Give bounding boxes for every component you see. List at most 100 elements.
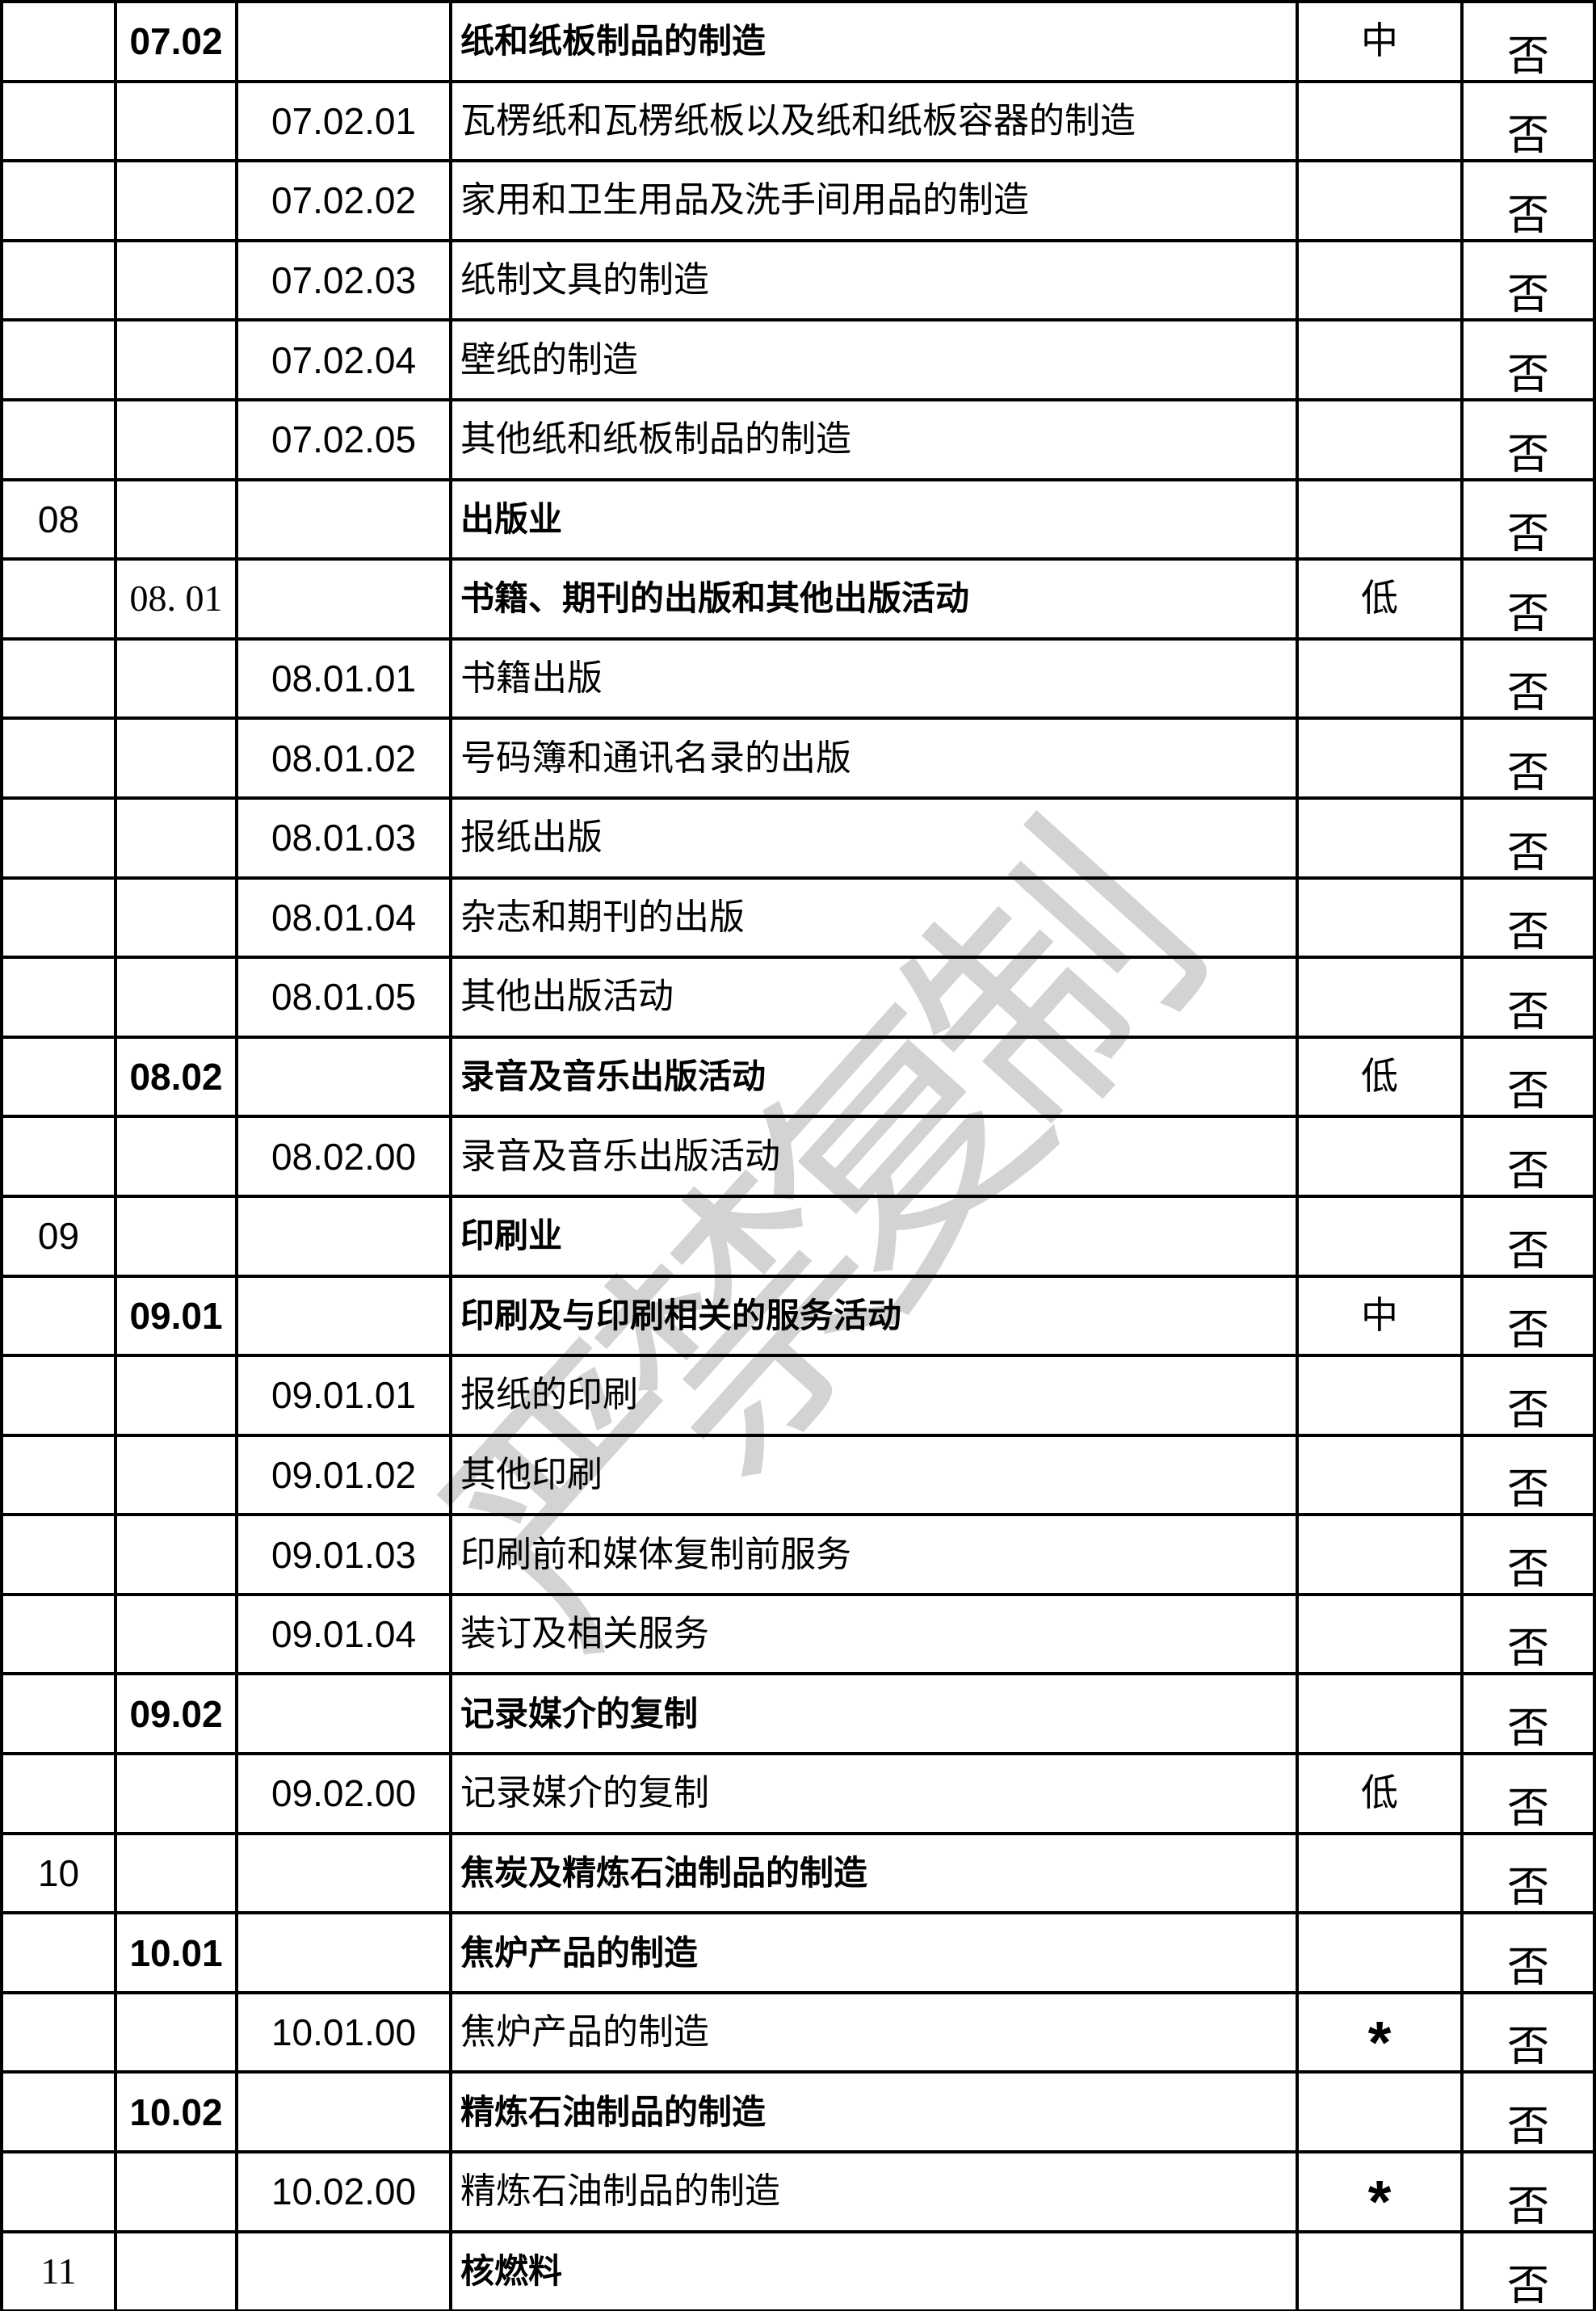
- cell-code-level2: [117, 1197, 238, 1278]
- cell-code-level1: 11: [3, 2233, 117, 2311]
- cell-description: 出版业: [452, 481, 1299, 561]
- cell-answer: 否: [1464, 162, 1596, 242]
- cell-answer: 否: [1464, 1277, 1596, 1358]
- cell-code-level1: [3, 82, 117, 163]
- cell-description: 其他纸和纸板制品的制造: [452, 401, 1299, 481]
- cell-risk-level: 低: [1299, 1755, 1464, 1835]
- cell-description: 报纸的印刷: [452, 1357, 1299, 1437]
- cell-code-level3: 07.02.03: [238, 242, 452, 322]
- cell-description: 焦炉产品的制造: [452, 1914, 1299, 1994]
- cell-code-level1: [3, 799, 117, 880]
- cell-risk-level: [1299, 959, 1464, 1039]
- cell-answer: 否: [1464, 879, 1596, 960]
- cell-code-level2: 08. 01: [117, 561, 238, 641]
- cell-code-level2: [117, 1436, 238, 1517]
- cell-description: 录音及音乐出版活动: [452, 1038, 1299, 1119]
- cell-answer: 否: [1464, 1914, 1596, 1994]
- cell-code-level2: 10.01: [117, 1914, 238, 1994]
- cell-description: 精炼石油制品的制造: [452, 2153, 1299, 2233]
- cell-code-level1: [3, 1675, 117, 1756]
- cell-description: 印刷业: [452, 1197, 1299, 1278]
- cell-code-level2: 09.01: [117, 1277, 238, 1358]
- cell-code-level3: 10.01.00: [238, 1994, 452, 2074]
- cell-risk-level: 低: [1299, 561, 1464, 641]
- cell-answer: 否: [1464, 561, 1596, 641]
- cell-risk-level: [1299, 481, 1464, 561]
- cell-answer: 否: [1464, 1994, 1596, 2074]
- cell-description: 印刷及与印刷相关的服务活动: [452, 1277, 1299, 1358]
- cell-answer: 否: [1464, 1118, 1596, 1198]
- cell-answer: 否: [1464, 1755, 1596, 1835]
- cell-code-level1: [3, 1755, 117, 1835]
- cell-answer: 否: [1464, 1357, 1596, 1437]
- cell-code-level2: [117, 640, 238, 721]
- cell-description: 报纸出版: [452, 799, 1299, 880]
- cell-description: 杂志和期刊的出版: [452, 879, 1299, 960]
- cell-description: 书籍出版: [452, 640, 1299, 721]
- cell-code-level1: [3, 1914, 117, 1994]
- cell-code-level1: [3, 959, 117, 1039]
- cell-code-level2: [117, 1834, 238, 1915]
- cell-code-level1: [3, 1038, 117, 1119]
- cell-code-level3: [238, 2074, 452, 2154]
- cell-answer: 否: [1464, 1197, 1596, 1278]
- cell-code-level3: 09.01.02: [238, 1436, 452, 1517]
- cell-code-level3: 09.02.00: [238, 1755, 452, 1835]
- cell-code-level2: [117, 401, 238, 481]
- cell-risk-level: [1299, 1436, 1464, 1517]
- cell-risk-level: [1299, 321, 1464, 401]
- cell-description: 核燃料: [452, 2233, 1299, 2311]
- cell-risk-level: 低: [1299, 1038, 1464, 1119]
- cell-code-level1: [3, 1595, 117, 1676]
- cell-code-level2: [117, 1755, 238, 1835]
- cell-code-level1: [3, 242, 117, 322]
- cell-code-level2: [117, 1118, 238, 1198]
- cell-risk-level: [1299, 162, 1464, 242]
- cell-code-level3: 09.01.03: [238, 1516, 452, 1596]
- cell-code-level1: [3, 1994, 117, 2074]
- cell-code-level3: [238, 1197, 452, 1278]
- cell-code-level2: [117, 242, 238, 322]
- cell-code-level3: 10.02.00: [238, 2153, 452, 2233]
- cell-answer: 否: [1464, 1038, 1596, 1119]
- cell-answer: 否: [1464, 720, 1596, 800]
- cell-description: 纸和纸板制品的制造: [452, 3, 1299, 83]
- cell-risk-level: *: [1299, 1994, 1464, 2074]
- cell-code-level2: 10.02: [117, 2074, 238, 2154]
- cell-code-level3: 09.01.01: [238, 1357, 452, 1437]
- cell-code-level2: [117, 2233, 238, 2311]
- cell-code-level3: 08.02.00: [238, 1118, 452, 1198]
- cell-code-level2: [117, 481, 238, 561]
- cell-code-level3: [238, 1675, 452, 1756]
- cell-code-level3: 08.01.01: [238, 640, 452, 721]
- cell-code-level3: 08.01.04: [238, 879, 452, 960]
- cell-risk-level: *: [1299, 2153, 1464, 2233]
- cell-code-level1: [3, 1118, 117, 1198]
- cell-answer: 否: [1464, 2153, 1596, 2233]
- cell-risk-level: 中: [1299, 3, 1464, 83]
- cell-code-level2: [117, 799, 238, 880]
- cell-code-level1: [3, 401, 117, 481]
- cell-description: 记录媒介的复制: [452, 1675, 1299, 1756]
- cell-code-level3: 07.02.01: [238, 82, 452, 163]
- cell-code-level2: [117, 720, 238, 800]
- cell-description: 家用和卫生用品及洗手间用品的制造: [452, 162, 1299, 242]
- cell-risk-level: [1299, 1197, 1464, 1278]
- cell-code-level1: 10: [3, 1834, 117, 1915]
- cell-risk-level: [1299, 1834, 1464, 1915]
- cell-description: 精炼石油制品的制造: [452, 2074, 1299, 2154]
- cell-code-level3: 08.01.02: [238, 720, 452, 800]
- cell-code-level2: [117, 1595, 238, 1676]
- cell-risk-level: [1299, 1118, 1464, 1198]
- cell-code-level2: [117, 162, 238, 242]
- cell-code-level3: [238, 3, 452, 83]
- cell-risk-level: [1299, 720, 1464, 800]
- cell-code-level3: 07.02.02: [238, 162, 452, 242]
- cell-risk-level: [1299, 2074, 1464, 2154]
- cell-risk-level: [1299, 1357, 1464, 1437]
- cell-code-level3: [238, 1914, 452, 1994]
- cell-code-level1: [3, 720, 117, 800]
- cell-answer: 否: [1464, 321, 1596, 401]
- cell-code-level2: 09.02: [117, 1675, 238, 1756]
